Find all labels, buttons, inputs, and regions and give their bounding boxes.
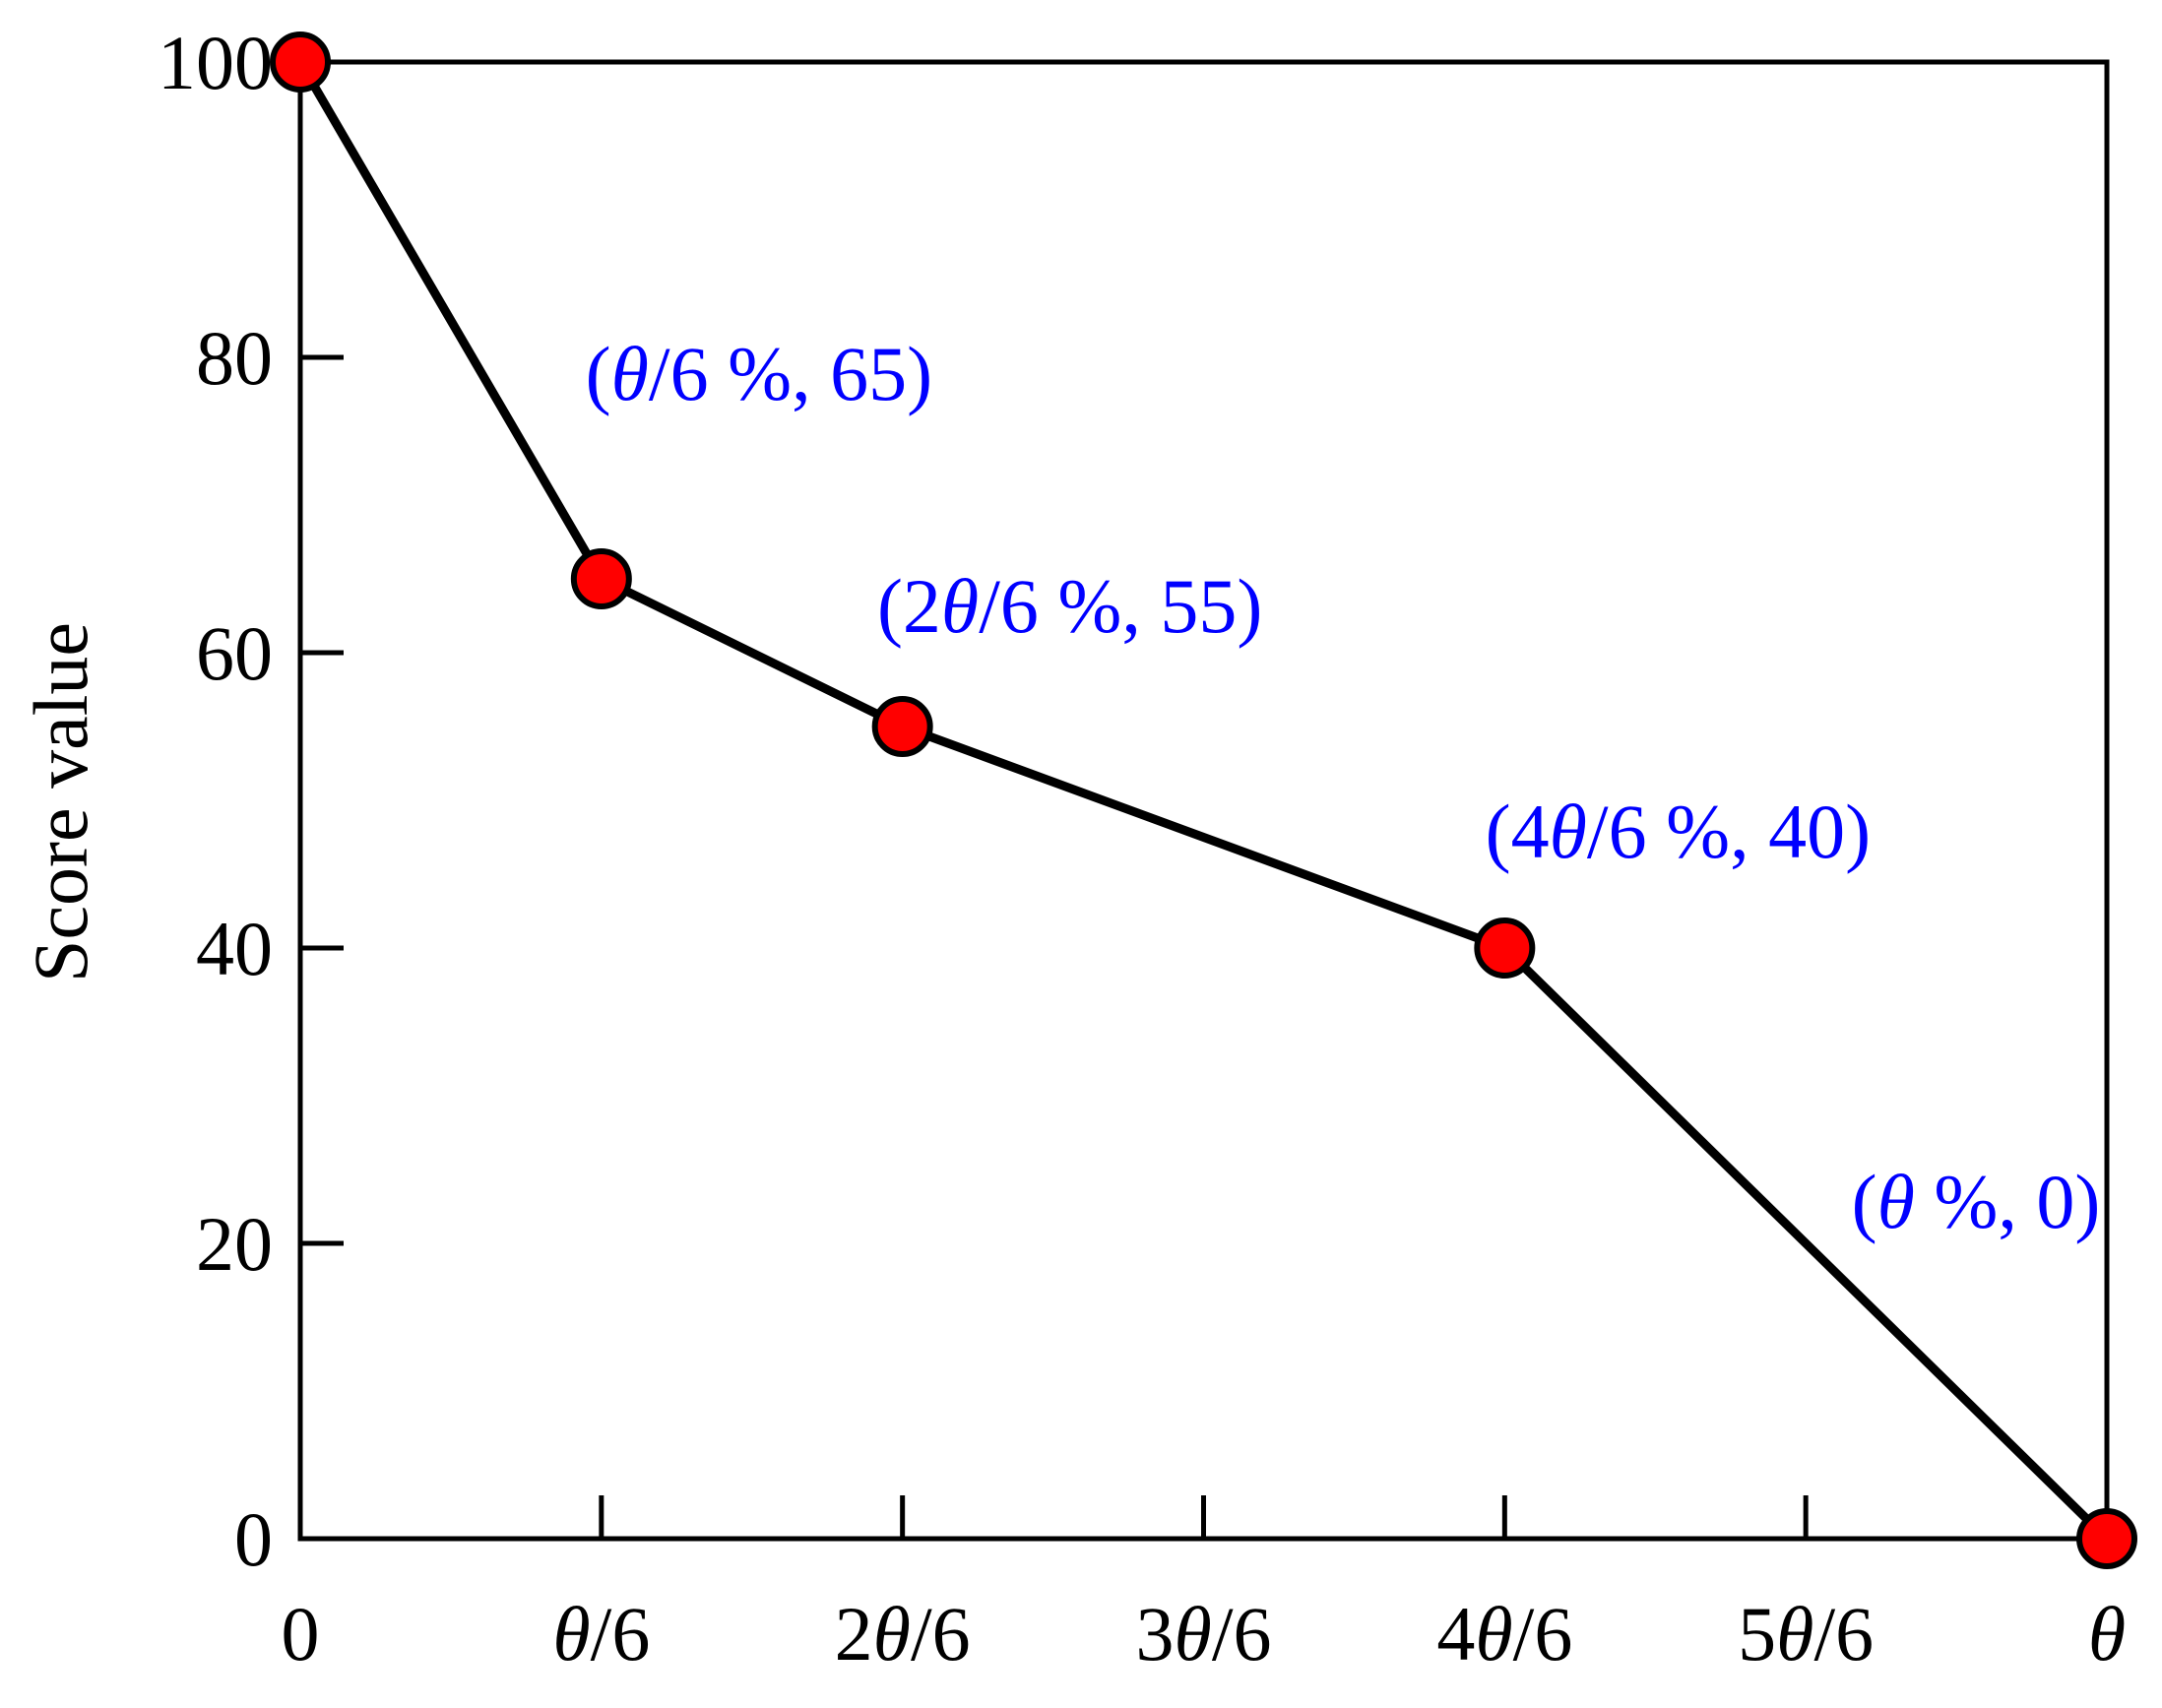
- data-point: [1474, 917, 1536, 979]
- x-tick-label: 0: [282, 1591, 320, 1676]
- point-annotation: (2θ/6 %, 55): [877, 563, 1262, 649]
- data-point: [270, 32, 331, 93]
- text-part: %, 0): [1915, 1159, 2100, 1244]
- text-part: θ: [1550, 789, 1587, 874]
- x-tick-label: θ: [2088, 1591, 2126, 1676]
- x-tick-label: 5θ/6: [1738, 1591, 1874, 1676]
- y-tick-label: 100: [158, 20, 273, 105]
- text-part: 5: [1738, 1591, 1776, 1676]
- text-part: /6 %, 40): [1587, 789, 1871, 874]
- text-part: (2: [877, 563, 941, 649]
- y-tick-label: 60: [196, 610, 273, 696]
- data-point: [871, 696, 933, 757]
- x-tick-label: 2θ/6: [835, 1591, 971, 1676]
- text-part: /6: [591, 1591, 651, 1676]
- text-part: /6: [1212, 1591, 1272, 1676]
- text-part: 3: [1136, 1591, 1175, 1676]
- text-part: θ: [1776, 1591, 1813, 1676]
- data-point: [570, 548, 632, 609]
- text-part: /6 %, 65): [649, 331, 932, 416]
- point-annotation: (4θ/6 %, 40): [1486, 789, 1871, 874]
- text-part: /6: [1513, 1591, 1573, 1676]
- text-part: θ: [1175, 1591, 1212, 1676]
- text-part: θ: [1475, 1591, 1512, 1676]
- y-tick-label: 40: [196, 906, 273, 991]
- text-part: θ: [552, 1591, 590, 1676]
- text-part: 2: [835, 1591, 873, 1676]
- text-part: θ: [611, 331, 649, 416]
- text-part: /6 %, 55): [979, 563, 1262, 649]
- y-tick-label: 80: [196, 315, 273, 401]
- text-part: (: [586, 331, 611, 416]
- y-axis-title: Score value: [18, 622, 103, 982]
- point-annotation: (θ/6 %, 65): [586, 331, 932, 416]
- x-tick-label: 4θ/6: [1436, 1591, 1572, 1676]
- text-part: (4: [1486, 789, 1550, 874]
- text-part: (: [1852, 1159, 1877, 1244]
- text-part: θ: [1877, 1159, 1915, 1244]
- x-tick-label: 3θ/6: [1136, 1591, 1272, 1676]
- y-tick-label: 20: [196, 1201, 273, 1287]
- text-part: 0: [282, 1591, 320, 1676]
- text-part: θ: [941, 563, 979, 649]
- text-part: /6: [911, 1591, 971, 1676]
- text-part: 4: [1436, 1591, 1475, 1676]
- text-part: θ: [2088, 1591, 2126, 1676]
- x-tick-label: θ/6: [552, 1591, 650, 1676]
- text-part: /6: [1813, 1591, 1874, 1676]
- y-tick-label: 0: [234, 1496, 273, 1582]
- data-point: [2076, 1508, 2137, 1569]
- text-part: θ: [873, 1591, 911, 1676]
- point-annotation: (θ %, 0): [1852, 1159, 2101, 1244]
